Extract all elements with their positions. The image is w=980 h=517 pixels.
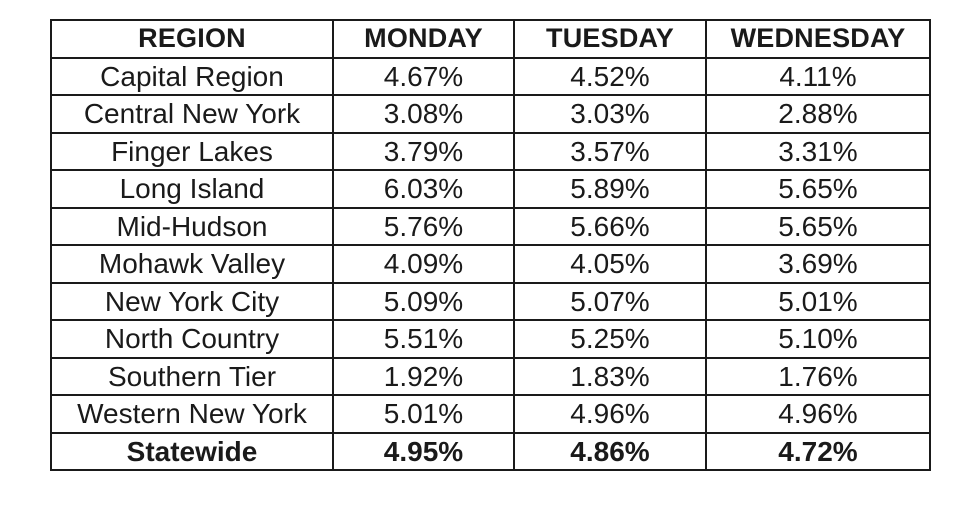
cell-tuesday: 5.07%	[513, 281, 707, 321]
table-row: Mid-Hudson 5.76% 5.66% 5.65%	[50, 206, 931, 246]
table-row: Finger Lakes 3.79% 3.57% 3.31%	[50, 131, 931, 171]
cell-region: Finger Lakes	[50, 131, 334, 171]
table-row: Southern Tier 1.92% 1.83% 1.76%	[50, 356, 931, 396]
cell-region: Western New York	[50, 394, 334, 434]
header-region: REGION	[50, 19, 334, 59]
cell-region: Southern Tier	[50, 356, 334, 396]
header-row: REGION MONDAY TUESDAY WEDNESDAY	[50, 19, 931, 59]
cell-region: North Country	[50, 319, 334, 359]
header-tuesday: TUESDAY	[513, 19, 707, 59]
cell-tuesday: 3.03%	[513, 94, 707, 134]
cell-wednesday: 4.96%	[705, 394, 931, 434]
cell-region: Mid-Hudson	[50, 206, 334, 246]
cell-monday: 5.76%	[332, 206, 515, 246]
header-wednesday: WEDNESDAY	[705, 19, 931, 59]
positivity-table: REGION MONDAY TUESDAY WEDNESDAY Capital …	[50, 19, 931, 471]
cell-tuesday: 4.05%	[513, 244, 707, 284]
cell-monday: 6.03%	[332, 169, 515, 209]
table-body: Capital Region 4.67% 4.52% 4.11% Central…	[50, 56, 931, 471]
cell-wednesday: 4.72%	[705, 431, 931, 471]
table-row: Central New York 3.08% 3.03% 2.88%	[50, 94, 931, 134]
cell-wednesday: 5.01%	[705, 281, 931, 321]
positivity-table-container: REGION MONDAY TUESDAY WEDNESDAY Capital …	[50, 19, 931, 471]
cell-region: Central New York	[50, 94, 334, 134]
cell-wednesday: 3.69%	[705, 244, 931, 284]
cell-tuesday: 4.86%	[513, 431, 707, 471]
cell-monday: 1.92%	[332, 356, 515, 396]
cell-region: New York City	[50, 281, 334, 321]
header-monday: MONDAY	[332, 19, 515, 59]
cell-tuesday: 4.52%	[513, 56, 707, 96]
cell-monday: 5.09%	[332, 281, 515, 321]
cell-wednesday: 2.88%	[705, 94, 931, 134]
cell-wednesday: 5.65%	[705, 169, 931, 209]
cell-region: Mohawk Valley	[50, 244, 334, 284]
table-row: Mohawk Valley 4.09% 4.05% 3.69%	[50, 244, 931, 284]
table-header: REGION MONDAY TUESDAY WEDNESDAY	[50, 19, 931, 59]
cell-region: Capital Region	[50, 56, 334, 96]
cell-monday: 4.95%	[332, 431, 515, 471]
cell-monday: 5.51%	[332, 319, 515, 359]
cell-tuesday: 5.66%	[513, 206, 707, 246]
cell-wednesday: 3.31%	[705, 131, 931, 171]
cell-tuesday: 4.96%	[513, 394, 707, 434]
cell-region: Statewide	[50, 431, 334, 471]
cell-tuesday: 5.89%	[513, 169, 707, 209]
table-row: New York City 5.09% 5.07% 5.01%	[50, 281, 931, 321]
cell-wednesday: 4.11%	[705, 56, 931, 96]
cell-monday: 4.09%	[332, 244, 515, 284]
cell-tuesday: 3.57%	[513, 131, 707, 171]
cell-tuesday: 1.83%	[513, 356, 707, 396]
table-row: Long Island 6.03% 5.89% 5.65%	[50, 169, 931, 209]
cell-tuesday: 5.25%	[513, 319, 707, 359]
cell-region: Long Island	[50, 169, 334, 209]
cell-wednesday: 1.76%	[705, 356, 931, 396]
cell-wednesday: 5.65%	[705, 206, 931, 246]
cell-monday: 5.01%	[332, 394, 515, 434]
cell-monday: 3.08%	[332, 94, 515, 134]
cell-wednesday: 5.10%	[705, 319, 931, 359]
table-row: North Country 5.51% 5.25% 5.10%	[50, 319, 931, 359]
cell-monday: 3.79%	[332, 131, 515, 171]
cell-monday: 4.67%	[332, 56, 515, 96]
table-row: Western New York 5.01% 4.96% 4.96%	[50, 394, 931, 434]
statewide-total-row: Statewide 4.95% 4.86% 4.72%	[50, 431, 931, 471]
table-row: Capital Region 4.67% 4.52% 4.11%	[50, 56, 931, 96]
